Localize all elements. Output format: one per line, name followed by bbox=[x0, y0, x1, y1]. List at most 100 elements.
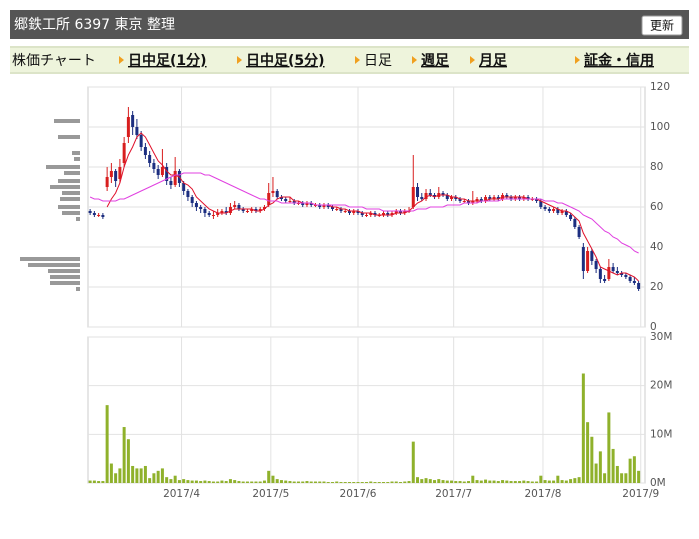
nav-arrow bbox=[412, 56, 417, 64]
volume-bar bbox=[318, 481, 322, 483]
volume-bar bbox=[109, 463, 113, 483]
price-volume-bar bbox=[28, 263, 80, 267]
candle-body bbox=[360, 213, 364, 215]
volume-bar bbox=[441, 480, 445, 483]
y-tick-label: 0M bbox=[650, 477, 666, 489]
volume-bar bbox=[377, 482, 381, 483]
candle-body bbox=[462, 201, 466, 202]
volume-bar bbox=[382, 482, 386, 483]
candle-body bbox=[586, 251, 590, 271]
y-tick-label: 60 bbox=[650, 201, 663, 213]
volume-bar bbox=[228, 479, 232, 483]
volume-bar bbox=[530, 481, 534, 483]
volume-bar bbox=[488, 480, 492, 483]
candle-body bbox=[577, 227, 581, 237]
volume-bar bbox=[156, 470, 160, 483]
volume-bar bbox=[352, 482, 356, 483]
candle-body bbox=[186, 191, 190, 197]
y-tick-label: 0 bbox=[650, 321, 657, 333]
volume-bar bbox=[220, 480, 224, 483]
volume-bar bbox=[416, 477, 420, 483]
candle-body bbox=[488, 197, 492, 199]
nav-item[interactable]: 日中足(1分) bbox=[128, 52, 207, 69]
volume-bar bbox=[577, 477, 581, 483]
nav-arrow bbox=[119, 56, 124, 64]
price-volume-bar bbox=[72, 151, 80, 155]
candle-body bbox=[382, 213, 386, 215]
nav-item[interactable]: 日中足(5分) bbox=[246, 52, 325, 69]
nav-item: 日足 bbox=[364, 53, 392, 69]
candle-body bbox=[581, 247, 585, 271]
candle-body bbox=[399, 211, 403, 213]
candle-body bbox=[556, 209, 560, 213]
candle-body bbox=[305, 203, 309, 205]
candle-body bbox=[330, 207, 334, 209]
volume-bar bbox=[343, 482, 347, 483]
price-volume-bar bbox=[58, 205, 80, 209]
nav-item[interactable]: 月足 bbox=[478, 53, 508, 69]
candle-body bbox=[433, 195, 437, 197]
candle-body bbox=[526, 197, 530, 199]
volume-bar bbox=[373, 482, 377, 483]
candle-body bbox=[237, 205, 241, 209]
volume-frame bbox=[87, 336, 646, 484]
volume-bar bbox=[479, 480, 483, 483]
volume-bar bbox=[594, 463, 598, 483]
refresh-label[interactable]: 更新 bbox=[650, 18, 674, 33]
x-tick-label: 2017/7 bbox=[435, 488, 472, 500]
y-tick-label: 10M bbox=[650, 428, 672, 440]
candle-body bbox=[288, 201, 292, 202]
volume-bar bbox=[105, 405, 109, 483]
volume-bar bbox=[288, 481, 292, 483]
nav-item[interactable]: 証金・信用 bbox=[584, 52, 654, 69]
price-volume-bar bbox=[50, 185, 80, 189]
candle-body bbox=[543, 207, 547, 209]
volume-bar bbox=[139, 468, 143, 483]
candle-body bbox=[450, 197, 454, 199]
candle-body bbox=[228, 207, 232, 213]
nav-arrow bbox=[355, 56, 360, 64]
x-tick-label: 2017/8 bbox=[524, 488, 561, 500]
price-volume-bar bbox=[50, 281, 80, 285]
candle-body bbox=[143, 147, 147, 155]
volume-bar bbox=[101, 481, 105, 483]
volume-bar bbox=[309, 481, 313, 483]
volume-bar bbox=[360, 482, 364, 483]
candle-body bbox=[109, 171, 113, 177]
volume-bar bbox=[628, 458, 632, 483]
volume-bar bbox=[203, 480, 207, 483]
volume-bar bbox=[250, 481, 254, 483]
candle-body bbox=[560, 211, 564, 213]
volume-bar bbox=[224, 481, 228, 483]
volume-bar bbox=[190, 480, 194, 483]
candle-body bbox=[216, 213, 220, 215]
volume-bar bbox=[211, 481, 215, 483]
volume-bar bbox=[313, 481, 317, 483]
volume-bar bbox=[114, 473, 118, 483]
candle-body bbox=[403, 211, 407, 213]
nav-item[interactable]: 週足 bbox=[421, 53, 450, 69]
volume-bar bbox=[509, 481, 513, 483]
candle-body bbox=[428, 193, 432, 195]
candle-body bbox=[369, 213, 373, 215]
volume-bar bbox=[471, 475, 475, 483]
price-volume-bar bbox=[20, 257, 80, 261]
candle-body bbox=[267, 193, 271, 205]
volume-bar bbox=[135, 468, 139, 483]
candle-body bbox=[569, 215, 573, 219]
candle-body bbox=[352, 211, 356, 213]
candle-body bbox=[245, 211, 249, 212]
candle-body bbox=[365, 215, 368, 216]
volume-bar bbox=[305, 481, 309, 483]
volume-bar bbox=[411, 441, 415, 483]
volume-bar bbox=[560, 480, 564, 483]
volume-bar bbox=[586, 422, 590, 483]
volume-bar bbox=[194, 480, 198, 483]
volume-bar bbox=[390, 481, 394, 483]
candle-body bbox=[411, 187, 415, 207]
volume-bar bbox=[326, 482, 330, 483]
volume-bar bbox=[339, 482, 343, 483]
refresh-button[interactable] bbox=[641, 15, 683, 36]
volume-bar bbox=[399, 482, 403, 483]
price-volume-bar bbox=[76, 217, 80, 221]
